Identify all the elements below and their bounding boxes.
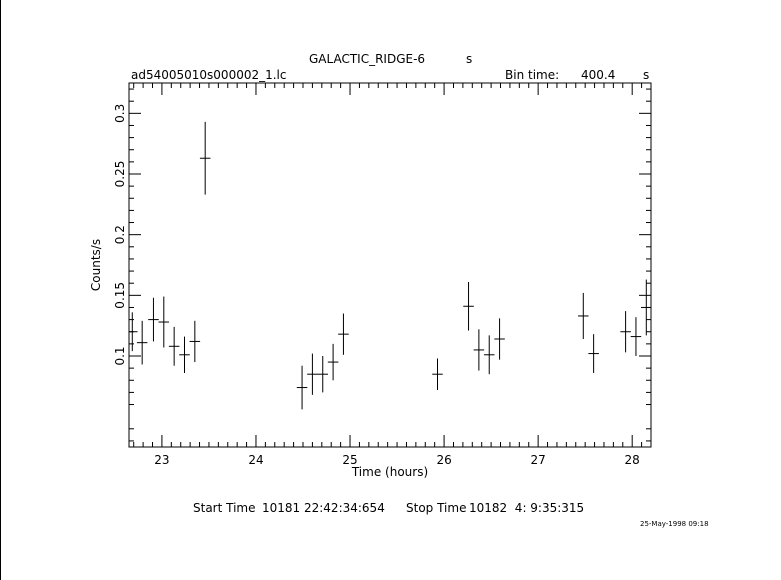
data-point (307, 353, 318, 395)
x-tick-label: 23 (154, 453, 169, 467)
data-point (494, 318, 505, 360)
data-point (148, 297, 159, 342)
start-time-value: 10181 22:42:34:654 (262, 501, 385, 515)
bin-time-label: Bin time: (505, 68, 560, 82)
data-point (189, 320, 201, 363)
data-point (578, 292, 589, 340)
x-tick-label: 24 (248, 453, 263, 467)
data-point (136, 320, 148, 365)
data-point (168, 326, 180, 366)
data-point (483, 335, 495, 375)
data-point (463, 281, 474, 331)
data-point (129, 312, 138, 352)
y-tick-label: 0.15 (113, 282, 127, 309)
object-unit: s (466, 52, 473, 66)
window-left-border (0, 0, 1, 580)
bin-time-value: 400.4 (581, 68, 616, 82)
plot-frame (128, 82, 652, 448)
y-tick-label: 0.25 (113, 161, 127, 188)
start-time-label: Start Time (193, 501, 256, 515)
data-point (296, 365, 308, 410)
stop-time-label: Stop Time (406, 501, 467, 515)
x-axis-label: Time (hours) (351, 465, 428, 479)
file-name: ad54005010s000002_1.lc (131, 68, 287, 82)
x-tick-label: 26 (436, 453, 451, 467)
data-point (327, 343, 339, 381)
object-name: GALACTIC_RIDGE-6 (309, 52, 426, 66)
data-point (179, 336, 190, 373)
data-point (158, 296, 170, 348)
data-point (338, 313, 349, 355)
y-axis-label: Counts/s (89, 239, 103, 291)
y-tick-label: 0.2 (113, 225, 127, 244)
data-point (432, 358, 443, 390)
x-tick-label: 27 (530, 453, 545, 467)
x-tick-label: 28 (625, 453, 640, 467)
data-point (588, 334, 599, 373)
data-point (630, 317, 642, 356)
y-tick-label: 0.3 (113, 104, 127, 123)
data-point (317, 356, 329, 393)
bin-time-unit: s (643, 68, 650, 82)
data-point (620, 311, 631, 353)
data-point (641, 279, 651, 336)
date-stamp: 25-May-1998 09:18 (640, 520, 709, 528)
y-tick-label: 0.1 (113, 346, 127, 365)
x-tick-label: 25 (342, 453, 357, 467)
data-point (199, 121, 211, 195)
stop-time-value: 10182 4: 9:35:315 (469, 501, 585, 515)
data-point (473, 329, 485, 371)
